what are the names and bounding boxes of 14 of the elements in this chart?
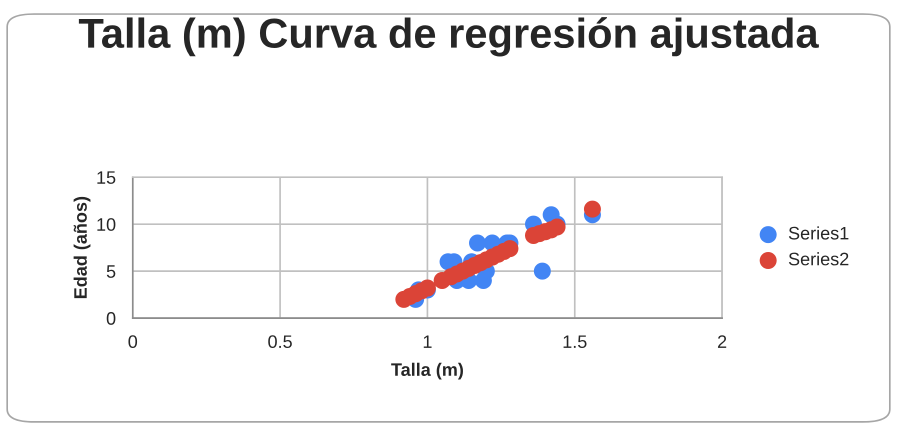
- x-axis-title: Talla (m): [391, 362, 463, 380]
- x-tick-label: 2: [718, 335, 726, 348]
- x-tick-label: 0.5: [268, 335, 292, 348]
- y-axis-title: Edad (años): [74, 196, 90, 298]
- y-tick-label: 5: [106, 265, 116, 278]
- y-tick-label: 15: [97, 171, 116, 184]
- x-tick-label: 1.5: [564, 335, 587, 348]
- x-tick-label: 1: [424, 335, 432, 348]
- chart-title: Talla (m) Curva de regresión ajustada: [78, 17, 819, 56]
- legend-label: Series1: [788, 226, 848, 240]
- y-tick-label: 10: [97, 218, 116, 231]
- y-tick-label: 0: [106, 312, 116, 325]
- x-tick-label: 0: [128, 335, 138, 348]
- legend-label: Series2: [788, 252, 848, 266]
